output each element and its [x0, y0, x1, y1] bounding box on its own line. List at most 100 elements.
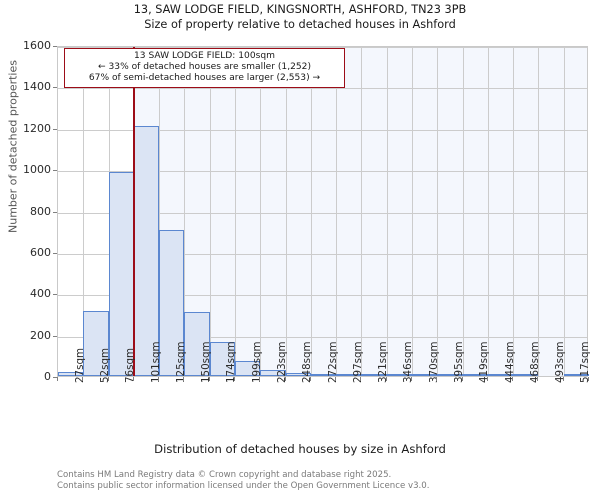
annotation-line-2: ← 33% of detached houses are smaller (1,… — [97, 62, 312, 72]
x-axis-tick-mark — [82, 377, 84, 381]
x-axis-tick-mark — [284, 377, 286, 381]
gridline — [159, 47, 161, 376]
x-axis-tick-mark — [158, 377, 160, 381]
histogram-bar — [437, 374, 463, 376]
x-axis-tick-mark — [588, 377, 589, 381]
x-axis-tick-mark — [183, 377, 185, 381]
histogram-bar — [209, 342, 235, 376]
y-axis-tick-label: 1400 — [23, 80, 51, 94]
gridline — [184, 47, 186, 376]
histogram-bars — [58, 47, 589, 376]
y-axis-tick-label: 1200 — [23, 121, 51, 135]
x-axis-tick-mark — [57, 377, 58, 381]
y-axis-tick-mark — [53, 294, 57, 296]
histogram-bar — [235, 360, 261, 376]
y-axis-tick-label: 600 — [30, 245, 51, 259]
histogram-bar — [184, 311, 210, 376]
y-axis-tick-label: 200 — [30, 328, 51, 342]
gridline — [513, 47, 515, 376]
y-axis-tick-mark — [53, 252, 57, 254]
x-axis-tick-mark — [537, 377, 539, 381]
property-marker-line — [132, 47, 135, 376]
x-axis-tick-mark — [208, 377, 210, 381]
histogram-bar — [133, 125, 160, 376]
y-axis-tick-label: 1600 — [23, 39, 51, 52]
x-axis-label: Distribution of detached houses by size … — [154, 442, 446, 456]
x-axis-tick-mark — [411, 377, 412, 381]
x-axis-tick-mark — [436, 377, 438, 381]
gridline — [386, 47, 388, 376]
gridline — [58, 88, 587, 90]
x-axis-tick-mark — [385, 377, 387, 381]
gridline — [487, 47, 489, 376]
histogram-bar — [159, 230, 185, 376]
property-annotation-box: 13 SAW LODGE FIELD: 100sqm ← 33% of deta… — [64, 48, 345, 88]
x-axis-tick-mark — [486, 377, 488, 381]
annotation-line-3: 67% of semi-detached houses are larger (… — [88, 73, 321, 83]
histogram-bar — [487, 374, 514, 376]
y-axis-tick-label: 800 — [30, 204, 51, 218]
gridline — [58, 47, 587, 48]
gridline — [58, 295, 587, 297]
gridline — [83, 47, 85, 376]
y-axis-tick-mark — [53, 87, 57, 89]
x-axis-tick-mark — [107, 377, 109, 381]
histogram-bar — [310, 373, 337, 376]
plot-area — [57, 46, 589, 377]
y-axis-tick-mark — [53, 211, 57, 213]
attribution-footer: Contains HM Land Registry data © Crown c… — [57, 470, 597, 491]
gridline — [462, 47, 464, 376]
histogram-bar — [336, 374, 362, 376]
gridline — [336, 47, 338, 376]
histogram-bar — [386, 374, 412, 376]
gridline — [563, 47, 565, 376]
x-axis-tick-mark — [335, 377, 337, 381]
gridline — [285, 47, 287, 376]
y-axis-label: Number of detached properties — [6, 60, 20, 233]
gridline — [538, 47, 540, 376]
histogram-bar — [83, 310, 109, 376]
x-axis-tick-mark — [562, 377, 564, 381]
footer-line-2: Contains public sector information licen… — [57, 480, 430, 491]
chart-title-block: 13, SAW LODGE FIELD, KINGSNORTH, ASHFORD… — [0, 2, 600, 32]
gridline — [235, 47, 236, 376]
x-axis-tick-mark — [309, 377, 311, 381]
histogram-bar — [412, 374, 438, 376]
y-axis-tick-label: 1000 — [23, 163, 51, 177]
x-axis-tick-mark — [360, 377, 362, 381]
gridline — [260, 47, 262, 376]
histogram-bar — [58, 371, 84, 376]
x-axis-tick-mark — [259, 377, 261, 381]
chart-subtitle: Size of property relative to detached ho… — [144, 18, 456, 31]
gridline — [58, 129, 587, 131]
histogram-bar — [462, 374, 488, 376]
gridline — [58, 253, 587, 255]
histogram-bar — [108, 172, 134, 376]
histogram-bar — [563, 374, 589, 376]
gridline — [310, 47, 312, 376]
gridline — [58, 171, 587, 173]
gridline — [209, 47, 211, 376]
y-axis-tick-mark — [53, 377, 57, 378]
histogram-bar — [361, 374, 387, 376]
gridline — [361, 47, 363, 376]
gridline — [58, 336, 587, 338]
x-axis-tick-mark — [512, 377, 514, 381]
histogram-bar — [513, 374, 539, 376]
gridline — [412, 47, 413, 376]
footer-line-1: Contains HM Land Registry data © Crown c… — [57, 470, 392, 480]
y-axis-tick-mark — [53, 128, 57, 130]
y-axis-tick-mark — [53, 46, 57, 47]
x-axis-tick-mark — [132, 377, 134, 381]
x-axis-tick-mark — [461, 377, 463, 381]
y-axis-tick-mark — [53, 170, 57, 172]
y-axis-tick-label: 0 — [44, 370, 51, 383]
y-axis-tick-label: 400 — [30, 287, 51, 301]
annotation-line-1: 13 SAW LODGE FIELD: 100sqm — [133, 51, 275, 61]
x-axis-tick-mark — [234, 377, 235, 381]
gridline — [58, 212, 587, 214]
histogram-bar — [260, 370, 286, 376]
y-axis-tick-mark — [53, 335, 57, 337]
gridline — [437, 47, 439, 376]
